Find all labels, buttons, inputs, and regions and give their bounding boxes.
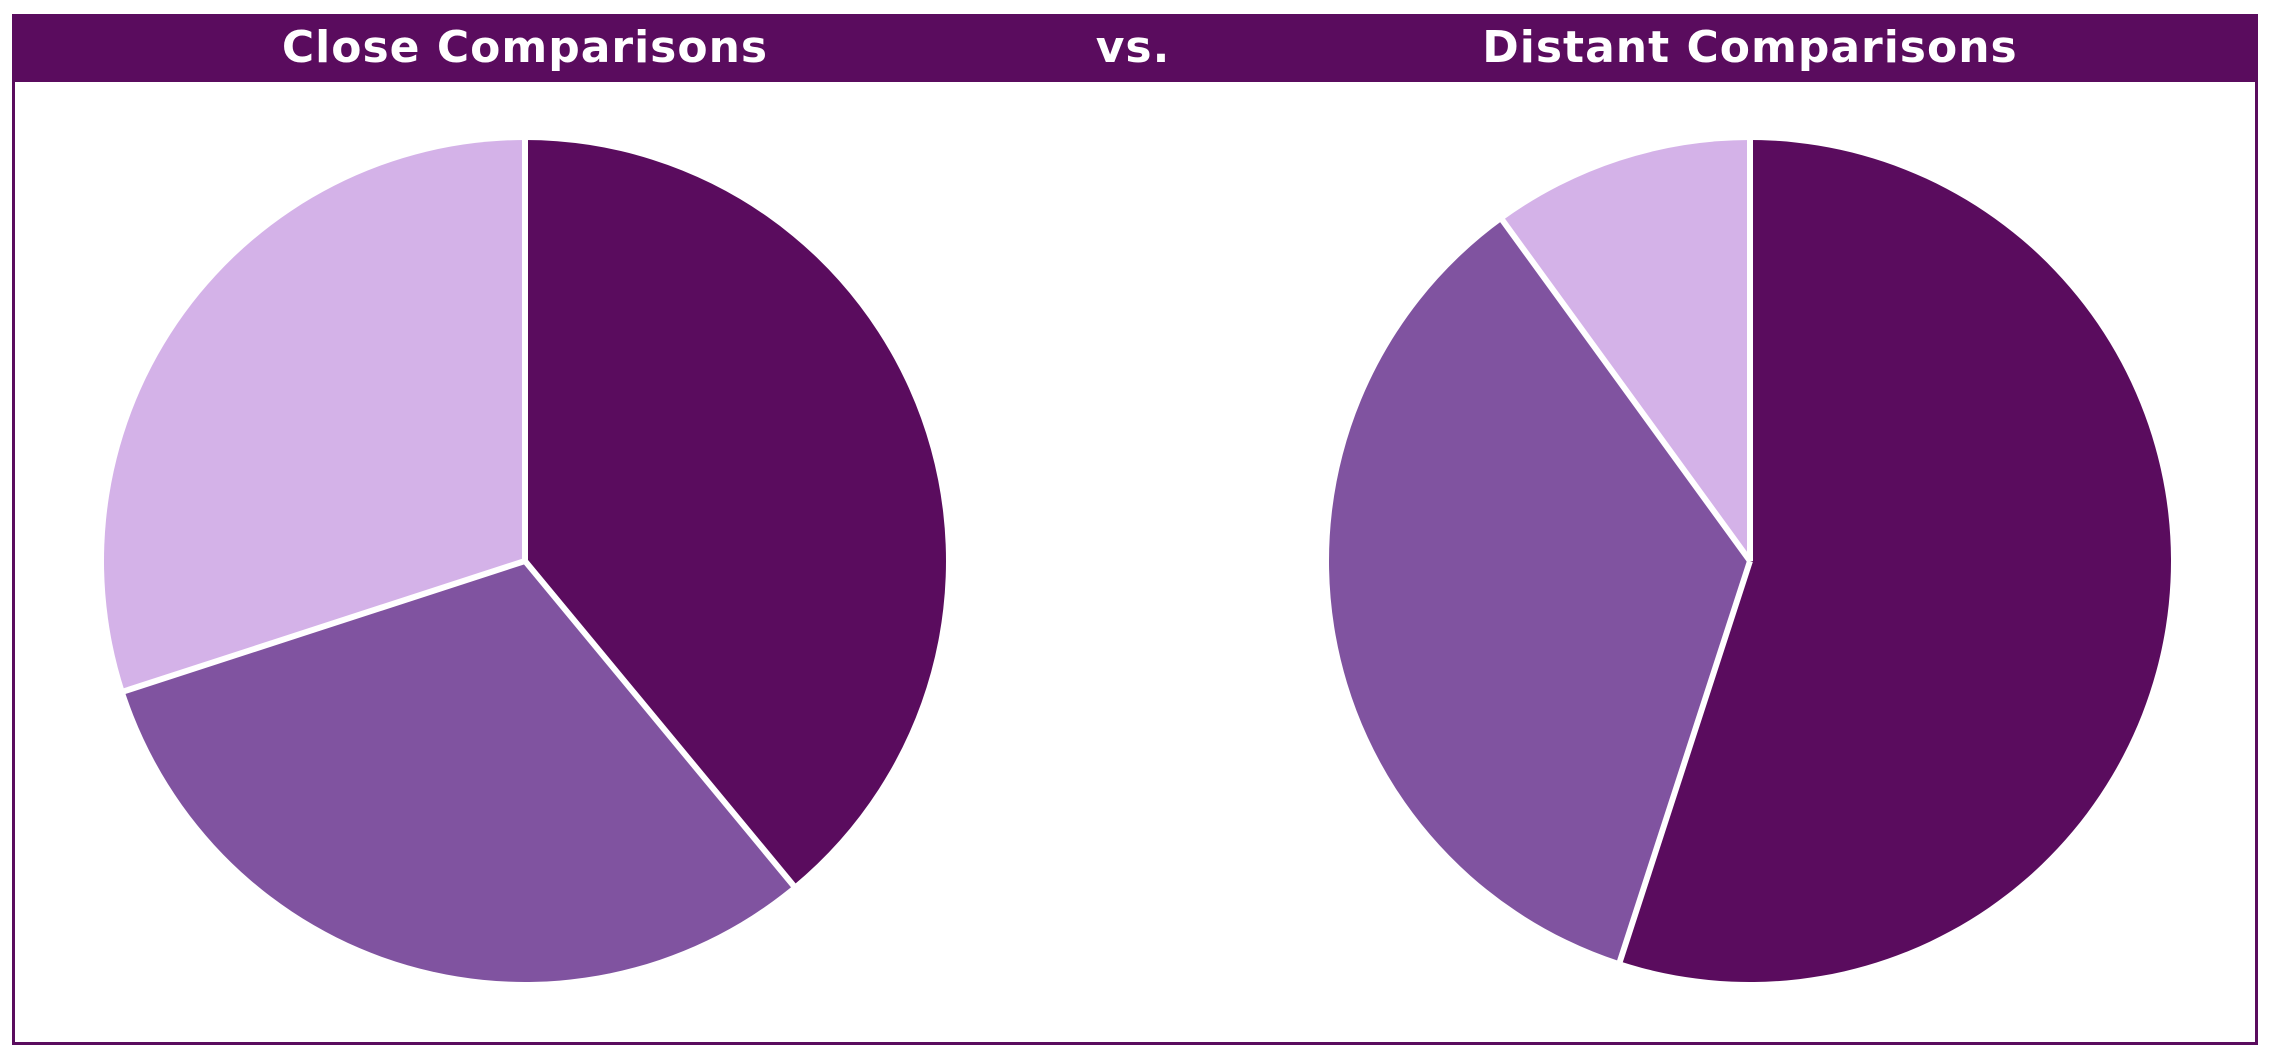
close-comparisons-pie [103, 138, 947, 982]
right-chart-title: Distant Comparisons [1482, 22, 2018, 73]
vs-label: vs. [1095, 22, 1171, 73]
distant-pie-slice-2 [1328, 220, 1750, 962]
distant-pie-slice-1 [1619, 140, 2171, 982]
close-slice-separator-3 [121, 558, 526, 695]
close-pie-slice-1 [525, 140, 947, 886]
distant-comparisons-pie [1328, 138, 2171, 982]
close-pie-slice-3 [103, 140, 526, 692]
distant-pie-slice-3 [1502, 140, 1750, 561]
close-pie-slice-2 [124, 561, 794, 982]
header-bar [12, 14, 2258, 82]
left-chart-title: Close Comparisons [281, 22, 769, 73]
close-slice-separator-2 [522, 559, 797, 889]
distant-slice-separator-2 [1616, 560, 1753, 965]
distant-slice-separator-3 [1498, 217, 1753, 563]
